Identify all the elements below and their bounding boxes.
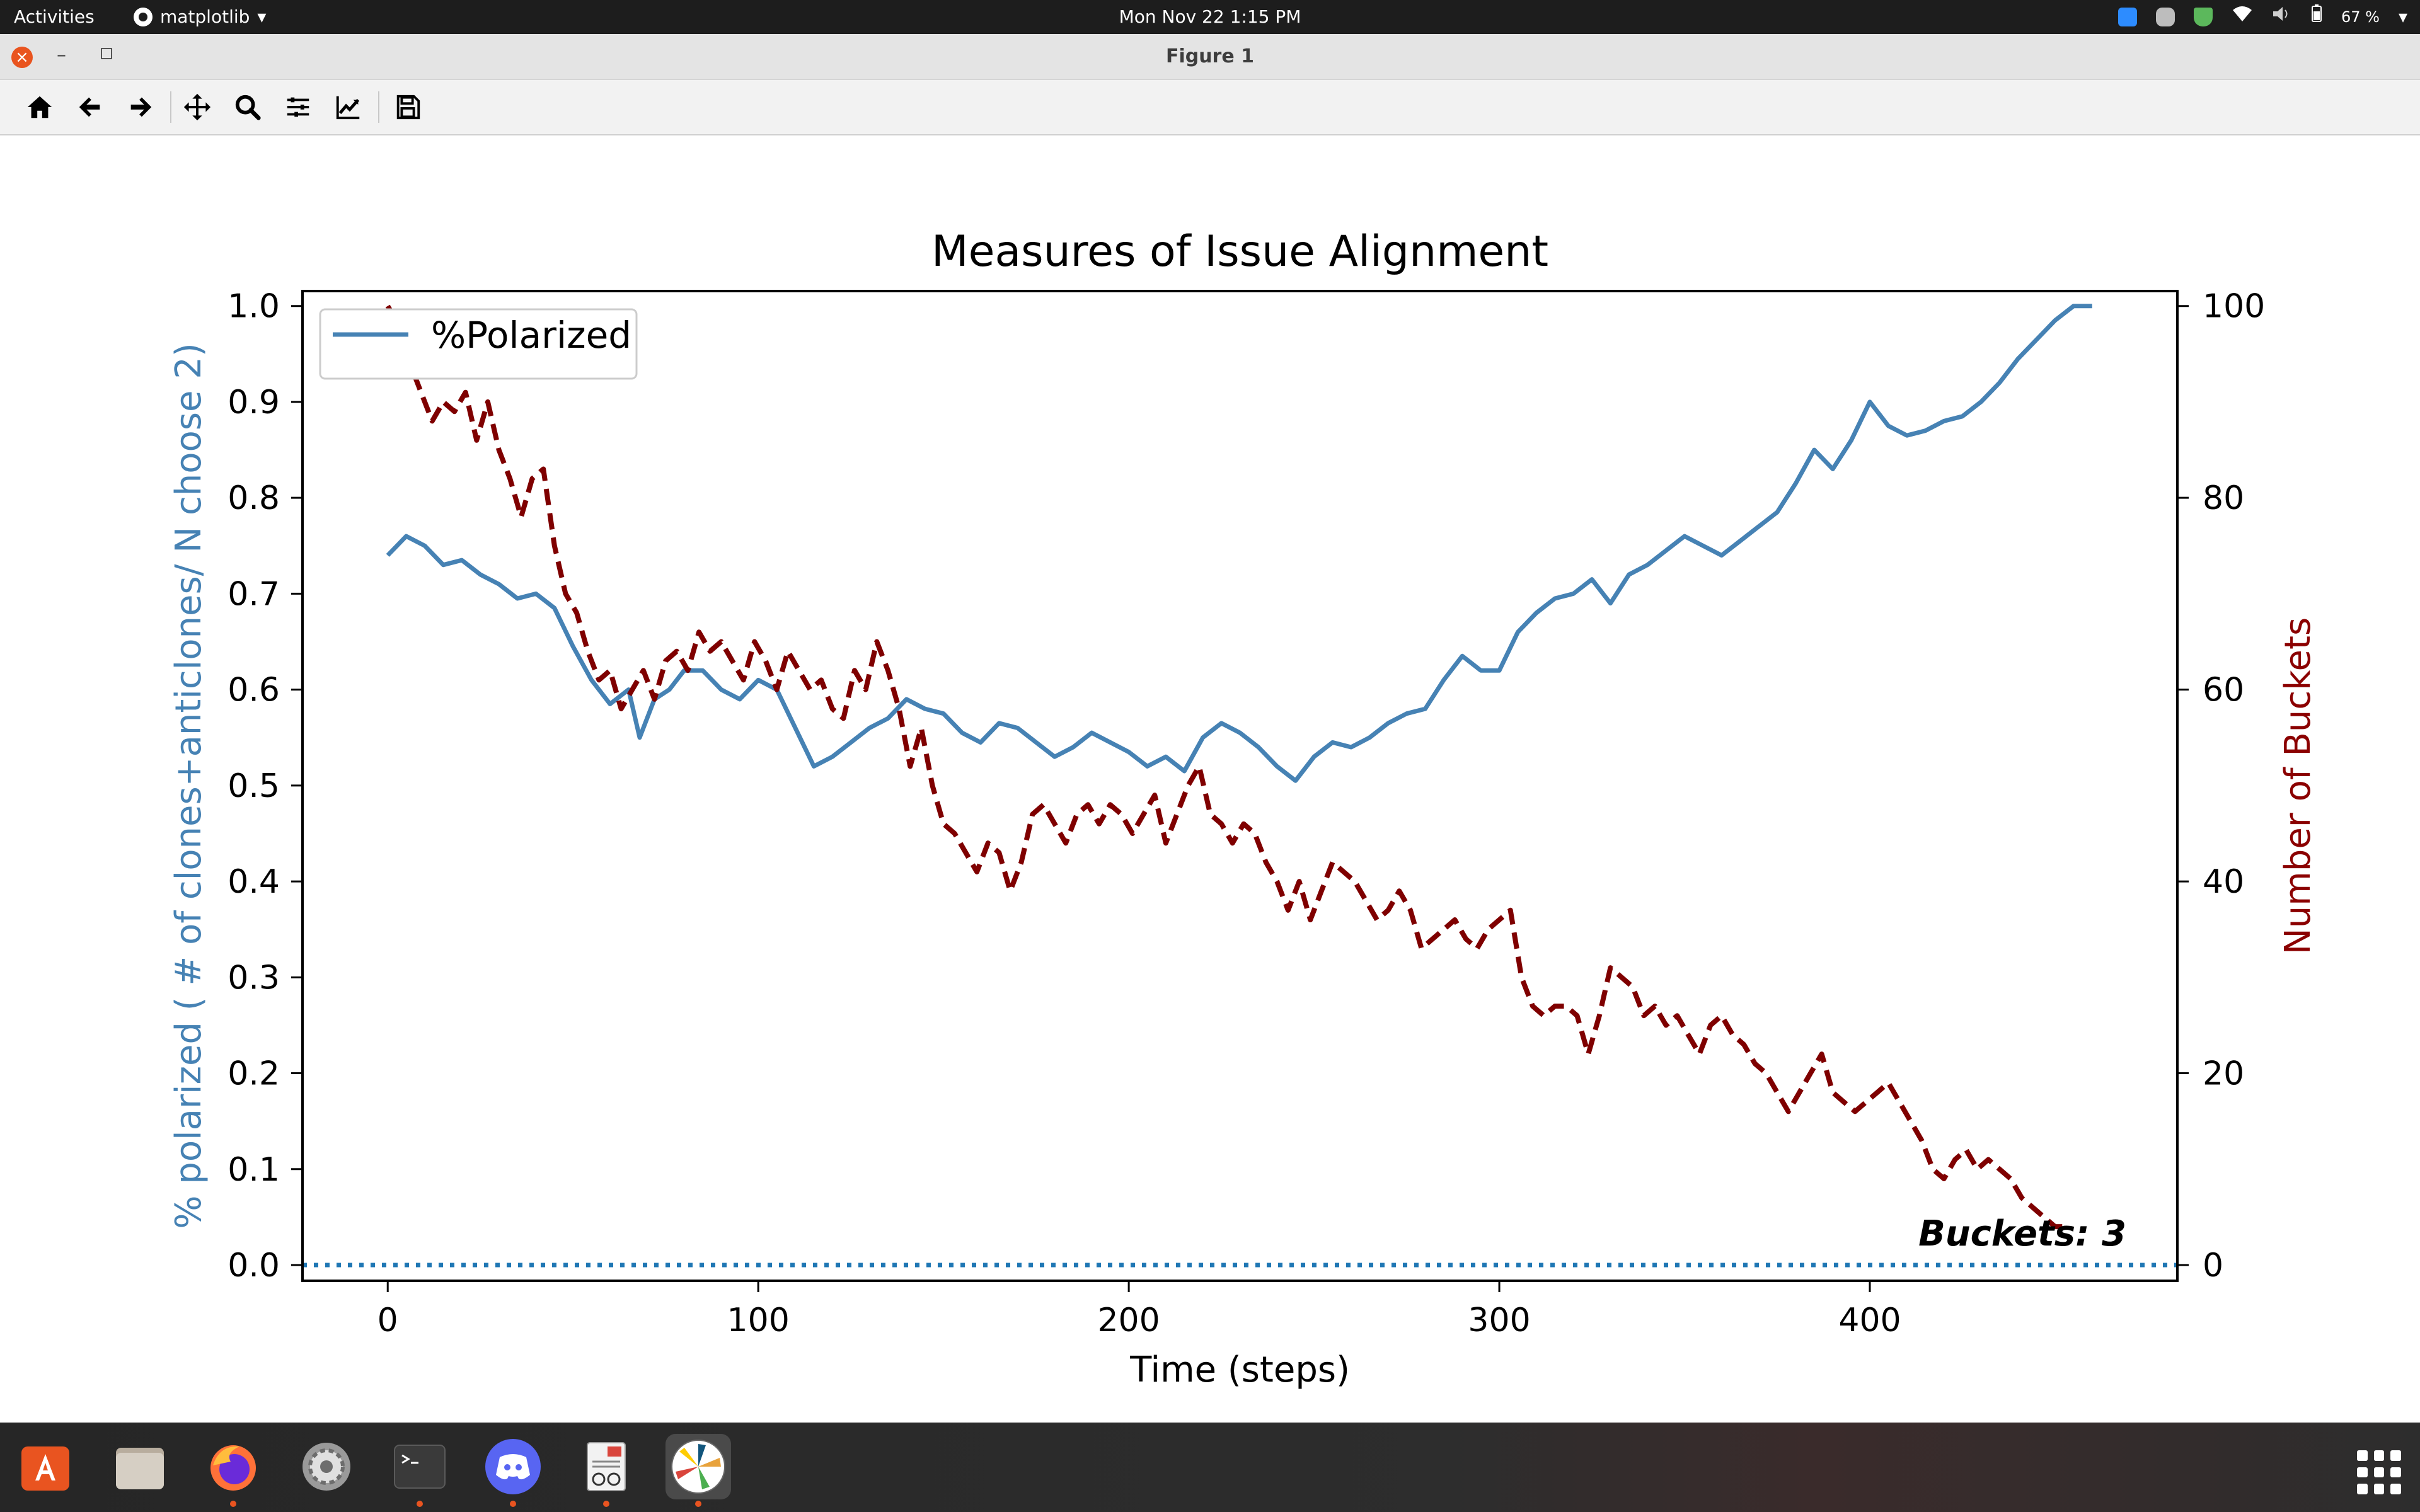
zoom-icon — [235, 94, 261, 120]
system-tray[interactable]: 67 % ▾ — [2118, 0, 2407, 34]
subplots-icon — [287, 97, 309, 117]
clock[interactable]: Mon Nov 22 1:15 PM — [1119, 6, 1301, 27]
y-right-tick-label: 80 — [2203, 479, 2244, 517]
dock — [0, 1423, 2420, 1512]
home-button[interactable] — [21, 89, 58, 125]
axes-frame — [301, 290, 2179, 1282]
discord-tray-icon[interactable] — [2155, 8, 2175, 26]
dock-item-terminal[interactable] — [387, 1434, 452, 1507]
back-button[interactable] — [72, 89, 108, 125]
edit-curves-icon — [336, 96, 360, 120]
y-left-tick-label: 0.5 — [228, 767, 280, 805]
running-indicator — [510, 1501, 516, 1507]
chevron-down-icon[interactable]: ▾ — [2398, 6, 2407, 27]
volume-icon[interactable] — [2272, 0, 2292, 34]
dock-item-ubuntu-software[interactable] — [13, 1434, 78, 1499]
zoom-app-icon[interactable] — [2118, 8, 2137, 26]
window-title: Figure 1 — [1165, 45, 1255, 67]
buckets-series-line — [385, 304, 2066, 1230]
x-axis-label: Time (steps) — [1129, 1349, 1350, 1390]
save-button[interactable] — [389, 89, 426, 125]
app-menu[interactable]: matplotlib ▾ — [134, 0, 266, 34]
terminal-icon — [394, 1445, 446, 1489]
forward-button[interactable] — [122, 89, 159, 125]
y-left-tick-label: 1.0 — [228, 288, 280, 326]
y-left-tick-label: 0.1 — [228, 1151, 280, 1189]
home-icon — [27, 96, 52, 118]
toolbar-separator — [378, 91, 379, 123]
legend-label: %Polarized — [431, 314, 631, 357]
files-icon — [116, 1448, 164, 1489]
wifi-icon[interactable] — [2232, 0, 2253, 34]
back-arrow-icon — [79, 97, 100, 117]
y-left-tick-label: 0.3 — [228, 959, 280, 997]
y-left-axis-label: % polarized ( # of clones+anticlones/ N … — [168, 343, 209, 1228]
y-right-tick-label: 60 — [2203, 672, 2244, 709]
zoom-button[interactable] — [229, 89, 266, 125]
y-left-tick-label: 0.6 — [228, 672, 280, 709]
minimize-button[interactable]: – — [57, 44, 66, 66]
y-right-tick-label: 40 — [2203, 863, 2244, 901]
x-tick-label: 400 — [1838, 1302, 1901, 1339]
dock-item-discord[interactable] — [480, 1434, 546, 1507]
y-left-tick-label: 0.0 — [228, 1247, 280, 1285]
maximize-button[interactable] — [101, 48, 112, 59]
matplotlib-icon — [671, 1440, 725, 1494]
ubuntu-software-icon — [21, 1446, 69, 1491]
running-indicator — [695, 1501, 701, 1507]
navigation-toolbar — [0, 80, 2420, 135]
pan-button[interactable] — [179, 89, 216, 125]
dock-item-document-viewer[interactable] — [573, 1434, 639, 1507]
dock-item-firefox[interactable] — [200, 1434, 266, 1507]
window-title-bar[interactable]: Figure 1 × – — [0, 34, 2420, 80]
running-indicator — [230, 1501, 236, 1507]
forward-arrow-icon — [130, 97, 152, 117]
edit-curves-button[interactable] — [330, 89, 367, 125]
polarized-series-line — [386, 304, 2092, 783]
document-viewer-icon — [587, 1442, 626, 1491]
running-indicator — [603, 1501, 609, 1507]
system-top-bar: Activities matplotlib ▾ Mon Nov 22 1:15 … — [0, 0, 2420, 34]
clock-container: Mon Nov 22 1:15 PM — [0, 0, 2420, 34]
firefox-icon — [210, 1445, 256, 1491]
x-tick-label: 100 — [727, 1302, 790, 1339]
dock-item-matplotlib[interactable] — [666, 1434, 731, 1507]
shield-icon[interactable] — [2193, 8, 2213, 26]
close-button[interactable]: × — [11, 47, 33, 68]
activities-button[interactable]: Activities — [14, 6, 95, 27]
matplotlib-app-icon — [134, 8, 153, 26]
subplots-button[interactable] — [280, 89, 316, 125]
y-left-tick-label: 0.7 — [228, 575, 280, 613]
battery-percentage: 67 % — [2341, 8, 2380, 26]
chart-title: Measures of Issue Alignment — [931, 227, 1548, 277]
y-left-tick-label: 0.9 — [228, 384, 280, 421]
dock-item-settings[interactable] — [294, 1434, 359, 1499]
buckets-annotation: Buckets: 3 — [1918, 1213, 2126, 1254]
save-icon — [396, 94, 420, 120]
chevron-down-icon: ▾ — [257, 6, 267, 27]
discord-icon — [485, 1439, 541, 1494]
dock-item-files[interactable] — [107, 1434, 173, 1499]
app-menu-label: matplotlib — [160, 6, 250, 27]
y-left-tick-label: 0.4 — [228, 863, 280, 901]
pan-icon — [183, 93, 211, 121]
y-right-tick-label: 100 — [2203, 288, 2265, 326]
y-right-tick-label: 0 — [2203, 1247, 2223, 1285]
x-tick-label: 300 — [1468, 1302, 1530, 1339]
running-indicator — [417, 1501, 423, 1507]
y-left-tick-label: 0.2 — [228, 1055, 280, 1093]
figure-canvas[interactable]: Measures of Issue Alignment 0 100 200 300 400… — [0, 135, 2420, 1423]
x-tick-label: 200 — [1097, 1302, 1160, 1339]
legend-box — [319, 308, 638, 380]
y-right-axis-label: Number of Buckets — [2278, 617, 2319, 954]
y-right-tick-label: 20 — [2203, 1055, 2244, 1093]
x-tick-label: 0 — [377, 1302, 398, 1339]
toolbar-separator — [170, 91, 171, 123]
show-applications-icon[interactable] — [2357, 1450, 2401, 1494]
y-left-tick-label: 0.8 — [228, 479, 280, 517]
battery-icon[interactable] — [2311, 0, 2322, 34]
settings-icon — [302, 1443, 350, 1491]
